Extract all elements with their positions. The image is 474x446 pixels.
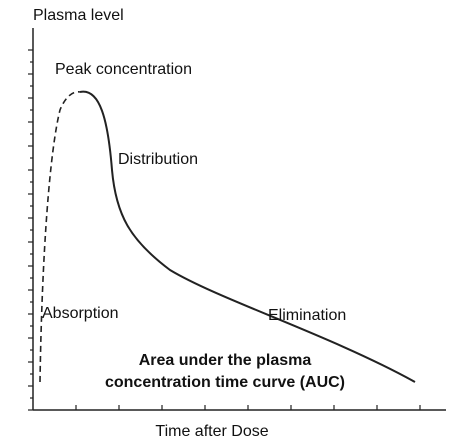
y-axis-label: Plasma level bbox=[33, 7, 124, 24]
absorption-label: Absorption bbox=[42, 305, 119, 322]
auc-label: Area under the plasma bbox=[139, 352, 312, 369]
distribution-label: Distribution bbox=[118, 151, 198, 168]
elimination-curve bbox=[79, 90, 416, 383]
peak-label: Peak concentration bbox=[55, 61, 192, 78]
auc-label: concentration time curve (AUC) bbox=[105, 374, 345, 391]
x-axis-label: Time after Dose bbox=[155, 423, 268, 440]
absorption-curve bbox=[39, 91, 81, 383]
elimination-label: Elimination bbox=[268, 307, 346, 324]
ticks bbox=[28, 49, 421, 411]
